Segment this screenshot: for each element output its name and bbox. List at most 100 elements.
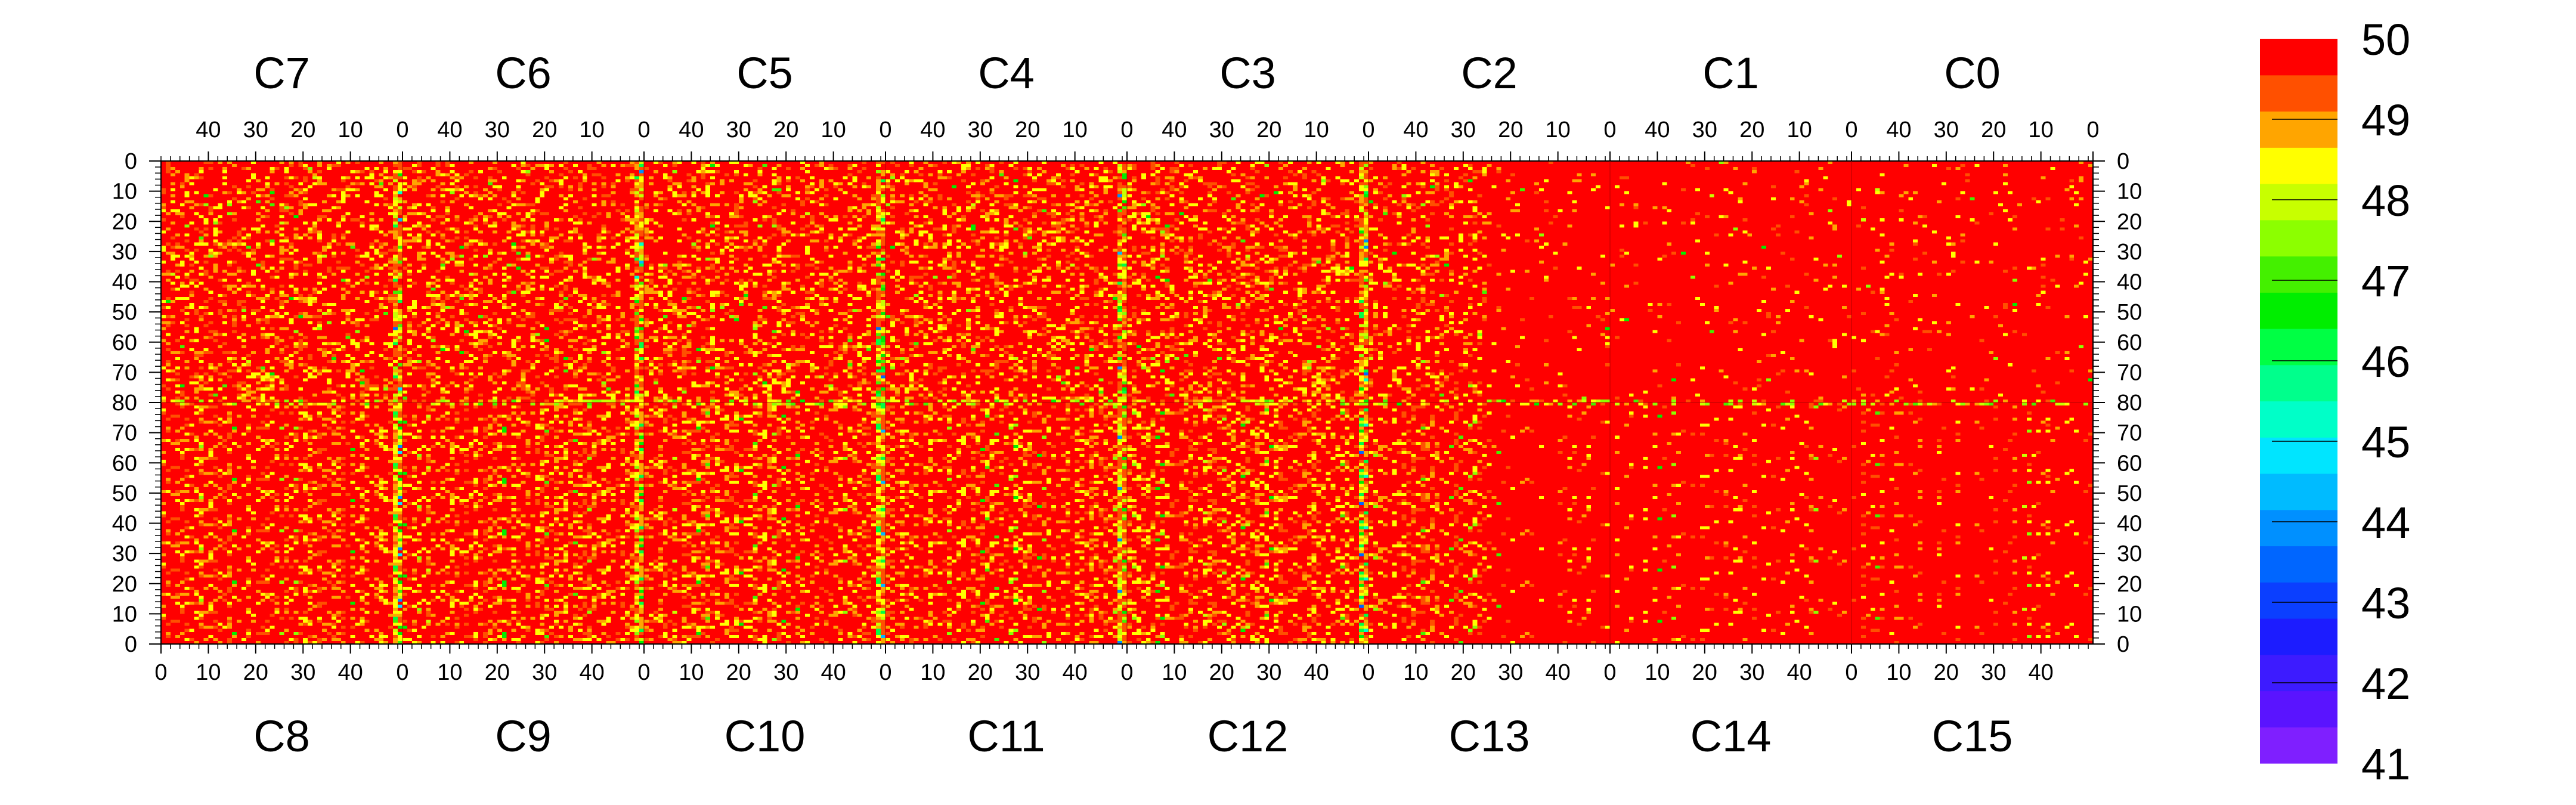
y-tick-label-left: 40 xyxy=(112,512,137,537)
colorbar-segment xyxy=(2260,111,2337,148)
y-tick-label-right: 70 xyxy=(2117,421,2142,446)
bottom-tick-label: 20 xyxy=(1934,660,1959,685)
y-tick-label-right: 60 xyxy=(2117,451,2142,476)
colorbar-segment xyxy=(2260,727,2337,764)
colorbar-segment xyxy=(2260,219,2337,257)
chip-label-top: C7 xyxy=(253,48,310,98)
bottom-tick-label: 0 xyxy=(1362,660,1374,685)
bottom-tick-label: 0 xyxy=(396,660,408,685)
top-tick-label: 0 xyxy=(1603,117,1616,143)
bottom-tick-label: 10 xyxy=(1645,660,1670,685)
y-tick-label-left: 30 xyxy=(112,541,137,566)
chip-label-bottom: C14 xyxy=(1690,711,1772,761)
chip-label-top: C2 xyxy=(1461,48,1518,98)
bottom-tick-label: 10 xyxy=(679,660,704,685)
bottom-tick-label: 0 xyxy=(1603,660,1616,685)
bottom-tick-label: 30 xyxy=(1981,660,2006,685)
bottom-tick-label: 30 xyxy=(1739,660,1764,685)
y-tick-label-right: 20 xyxy=(2117,572,2142,597)
chip-label-top: C1 xyxy=(1702,48,1759,98)
top-tick-label: 40 xyxy=(1162,117,1187,143)
y-tick-label-right: 50 xyxy=(2117,300,2142,325)
colorbar-segment xyxy=(2260,184,2337,221)
top-tick-label: 10 xyxy=(821,117,846,143)
bottom-tick-label: 30 xyxy=(1015,660,1040,685)
bottom-tick-label: 40 xyxy=(1304,660,1329,685)
y-tick-label-left: 20 xyxy=(112,209,137,234)
bottom-tick-label: 10 xyxy=(437,660,462,685)
top-tick-label: 30 xyxy=(1451,117,1476,143)
colorbar-segment xyxy=(2260,509,2337,547)
colorbar-segment xyxy=(2260,75,2337,112)
y-tick-label-left: 50 xyxy=(112,300,137,325)
y-tick-label-right: 80 xyxy=(2117,391,2142,416)
y-tick-label-right: 0 xyxy=(2117,632,2129,657)
colorbar-tick-label: 46 xyxy=(2361,337,2410,386)
colorbar-segment xyxy=(2260,618,2337,655)
y-tick-label-right: 40 xyxy=(2117,512,2142,537)
colorbar-tick-label: 41 xyxy=(2361,739,2410,789)
y-tick-label-left: 70 xyxy=(112,360,137,385)
top-tick-label: 20 xyxy=(290,117,315,143)
bottom-tick-label: 20 xyxy=(243,660,268,685)
chip-label-top: C6 xyxy=(495,48,552,98)
y-tick-label-left: 10 xyxy=(112,602,137,627)
colorbar-segment xyxy=(2260,473,2337,510)
top-tick-label: 0 xyxy=(879,117,891,143)
top-tick-label: 10 xyxy=(1787,117,1812,143)
y-tick-label-left: 60 xyxy=(112,330,137,355)
colorbar-tick-label: 49 xyxy=(2361,95,2410,145)
bottom-tick-label: 20 xyxy=(485,660,510,685)
y-tick-label-left: 10 xyxy=(112,179,137,205)
colorbar-segment xyxy=(2260,691,2337,727)
top-tick-label: 0 xyxy=(2086,117,2099,143)
y-tick-label-left: 40 xyxy=(112,270,137,295)
bottom-tick-label: 0 xyxy=(154,660,167,685)
bottom-tick-label: 40 xyxy=(580,660,605,685)
bottom-tick-label: 40 xyxy=(821,660,846,685)
top-tick-label: 40 xyxy=(1886,117,1911,143)
y-tick-label-right: 20 xyxy=(2117,209,2142,234)
y-tick-label-right: 70 xyxy=(2117,360,2142,385)
top-tick-label: 20 xyxy=(773,117,798,143)
colorbar-tick-label: 43 xyxy=(2361,578,2410,628)
y-tick-label-left: 20 xyxy=(112,572,137,597)
top-tick-label: 40 xyxy=(679,117,704,143)
chip-label-bottom: C9 xyxy=(495,711,552,761)
y-tick-label-right: 50 xyxy=(2117,481,2142,506)
colorbar-segment xyxy=(2260,437,2337,474)
colorbar-segment xyxy=(2260,39,2337,76)
colorbar-tick-label: 45 xyxy=(2361,417,2410,467)
chip-label-top: C4 xyxy=(978,48,1035,98)
chip-label-top: C3 xyxy=(1219,48,1276,98)
colorbar-tick-label: 44 xyxy=(2361,498,2410,547)
bottom-tick-label: 30 xyxy=(1498,660,1523,685)
bottom-tick-label: 30 xyxy=(1256,660,1281,685)
y-tick-label-left: 0 xyxy=(125,632,137,657)
y-tick-label-left: 70 xyxy=(112,421,137,446)
chip-label-bottom: C12 xyxy=(1208,711,1289,761)
bottom-tick-label: 0 xyxy=(637,660,650,685)
bottom-tick-label: 20 xyxy=(1451,660,1476,685)
top-tick-label: 0 xyxy=(396,117,408,143)
y-tick-label-right: 30 xyxy=(2117,240,2142,265)
top-tick-label: 20 xyxy=(1739,117,1764,143)
top-tick-label: 40 xyxy=(1645,117,1670,143)
top-tick-label: 40 xyxy=(920,117,945,143)
top-tick-label: 10 xyxy=(1304,117,1329,143)
bottom-tick-label: 20 xyxy=(726,660,751,685)
bottom-tick-label: 40 xyxy=(338,660,363,685)
top-tick-label: 30 xyxy=(726,117,751,143)
bottom-tick-label: 30 xyxy=(773,660,798,685)
colorbar-segment xyxy=(2260,582,2337,619)
y-tick-label-right: 10 xyxy=(2117,602,2142,627)
top-tick-label: 10 xyxy=(1063,117,1088,143)
top-tick-label: 10 xyxy=(580,117,605,143)
bottom-tick-label: 10 xyxy=(1162,660,1187,685)
bottom-tick-label: 40 xyxy=(2029,660,2054,685)
colorbar-segment xyxy=(2260,654,2337,692)
top-tick-label: 20 xyxy=(532,117,557,143)
colorbar-segment xyxy=(2260,292,2337,329)
chip-label-bottom: C8 xyxy=(253,711,310,761)
